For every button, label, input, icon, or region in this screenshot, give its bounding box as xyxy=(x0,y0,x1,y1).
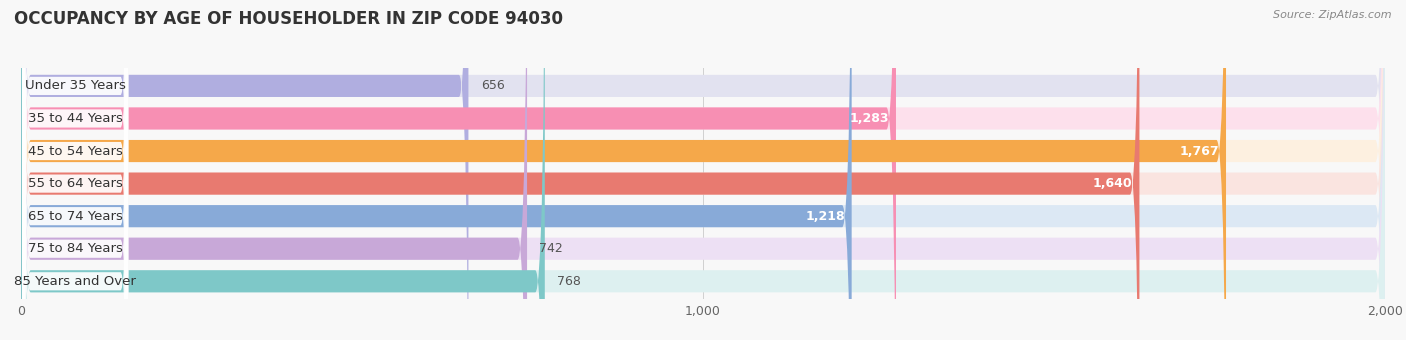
FancyBboxPatch shape xyxy=(22,0,128,340)
Text: 55 to 64 Years: 55 to 64 Years xyxy=(28,177,122,190)
FancyBboxPatch shape xyxy=(21,0,527,340)
FancyBboxPatch shape xyxy=(21,0,1385,340)
Text: 742: 742 xyxy=(540,242,562,255)
Text: 1,767: 1,767 xyxy=(1180,144,1219,157)
FancyBboxPatch shape xyxy=(21,0,544,340)
FancyBboxPatch shape xyxy=(22,0,128,340)
FancyBboxPatch shape xyxy=(21,0,852,340)
FancyBboxPatch shape xyxy=(22,0,128,340)
FancyBboxPatch shape xyxy=(22,0,128,340)
Text: 85 Years and Over: 85 Years and Over xyxy=(14,275,136,288)
FancyBboxPatch shape xyxy=(22,0,128,340)
Text: 768: 768 xyxy=(557,275,581,288)
Text: 1,218: 1,218 xyxy=(806,210,845,223)
FancyBboxPatch shape xyxy=(21,0,1385,340)
Text: 1,640: 1,640 xyxy=(1092,177,1133,190)
FancyBboxPatch shape xyxy=(21,0,1385,340)
FancyBboxPatch shape xyxy=(21,0,468,340)
Text: Source: ZipAtlas.com: Source: ZipAtlas.com xyxy=(1274,10,1392,20)
FancyBboxPatch shape xyxy=(21,0,1385,340)
Text: 1,283: 1,283 xyxy=(849,112,889,125)
FancyBboxPatch shape xyxy=(21,0,1385,340)
Text: 65 to 74 Years: 65 to 74 Years xyxy=(28,210,122,223)
FancyBboxPatch shape xyxy=(21,0,1226,340)
Text: 656: 656 xyxy=(481,80,505,92)
Text: OCCUPANCY BY AGE OF HOUSEHOLDER IN ZIP CODE 94030: OCCUPANCY BY AGE OF HOUSEHOLDER IN ZIP C… xyxy=(14,10,562,28)
FancyBboxPatch shape xyxy=(22,0,128,340)
Text: Under 35 Years: Under 35 Years xyxy=(25,80,125,92)
FancyBboxPatch shape xyxy=(21,0,1139,340)
Text: 45 to 54 Years: 45 to 54 Years xyxy=(28,144,122,157)
FancyBboxPatch shape xyxy=(22,0,128,340)
Text: 35 to 44 Years: 35 to 44 Years xyxy=(28,112,122,125)
Text: 75 to 84 Years: 75 to 84 Years xyxy=(28,242,122,255)
FancyBboxPatch shape xyxy=(21,0,896,340)
FancyBboxPatch shape xyxy=(21,0,1385,340)
FancyBboxPatch shape xyxy=(21,0,1385,340)
